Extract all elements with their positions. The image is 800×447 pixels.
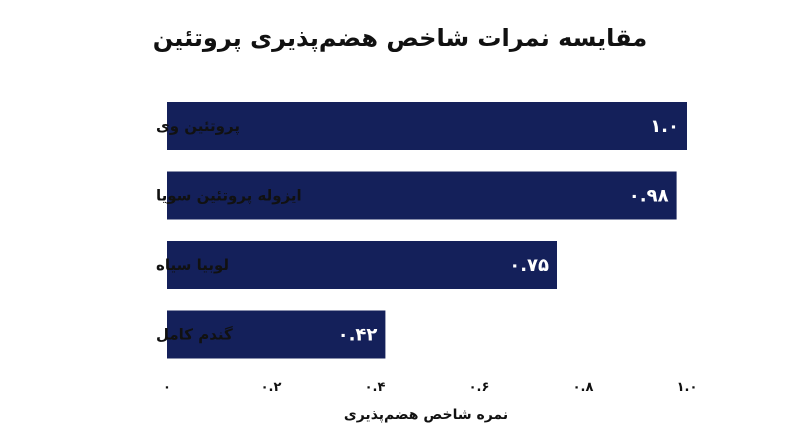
x-tick-label-3: ۰.۶ bbox=[469, 380, 490, 395]
category-label-1: ایزوله پروتئین سویا bbox=[156, 187, 302, 206]
bar-2 bbox=[167, 241, 557, 289]
bar-value-label-0: ۱.۰ bbox=[650, 116, 679, 137]
bar-value-label-1: ۰.۹۸ bbox=[629, 186, 669, 207]
category-label-2: لوبیا سیاه bbox=[156, 256, 229, 274]
x-axis-title: نمره شاخص هضم‌پذیری bbox=[344, 407, 508, 423]
x-tick-label-2: ۰.۴ bbox=[365, 380, 386, 395]
bar-value-label-2: ۰.۷۵ bbox=[509, 255, 549, 276]
chart-title: مقایسه نمرات شاخص هضم‌پذیری پروتئین bbox=[153, 24, 648, 52]
x-tick-label-4: ۰.۸ bbox=[573, 380, 594, 395]
x-tick-label-1: ۰.۲ bbox=[261, 380, 282, 395]
x-tick-label-5: ۱.۰ bbox=[677, 380, 698, 395]
bar-0 bbox=[167, 102, 687, 150]
bar-value-label-3: ۰.۴۲ bbox=[338, 325, 378, 346]
bar-1 bbox=[167, 171, 677, 220]
category-labels: پروتئین وی ایزوله پروتئین سویا لوبیا سیاه گ… bbox=[156, 117, 302, 344]
category-label-0: پروتئین وی bbox=[156, 117, 240, 136]
bars-layer: ۱.۰ ۰.۹۸ ۰.۷۵ ۰.۴۲ bbox=[167, 102, 687, 359]
bar-3 bbox=[167, 310, 386, 359]
x-tick-label-0: ۰ bbox=[163, 380, 171, 395]
category-label-3: گندم کامل bbox=[156, 326, 233, 344]
x-axis-ticks: ۰ ۰.۲ ۰.۴ ۰.۶ ۰.۸ ۱.۰ bbox=[163, 380, 697, 395]
